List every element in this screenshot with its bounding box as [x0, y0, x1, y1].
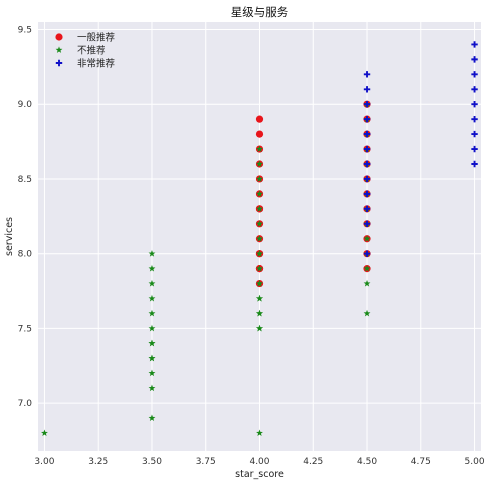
data-point [363, 130, 371, 138]
data-point [471, 115, 478, 123]
data-point [471, 145, 478, 153]
data-point [148, 339, 156, 347]
x-tick-label: 4.50 [357, 457, 377, 467]
data-point [256, 175, 263, 182]
data-point [148, 324, 156, 332]
data-point [363, 205, 371, 213]
legend-marker [55, 33, 63, 41]
data-point [256, 279, 263, 287]
y-tick-label: 7.0 [18, 399, 33, 409]
series-2 [363, 41, 478, 257]
data-point [471, 101, 478, 108]
data-point [471, 160, 478, 168]
y-tick-label: 9.0 [18, 100, 33, 110]
data-point [148, 354, 156, 362]
x-tick-label: 3.25 [88, 457, 108, 467]
data-point [363, 190, 371, 198]
data-point [148, 279, 156, 287]
data-point [256, 205, 263, 212]
data-point [148, 369, 156, 377]
data-point [363, 71, 371, 78]
data-point [363, 145, 371, 153]
legend-label: 不推荐 [77, 45, 106, 57]
data-point [255, 130, 264, 138]
x-tick-label: 3.00 [34, 457, 54, 467]
legend-marker [55, 46, 63, 53]
y-tick-label: 8.5 [18, 175, 32, 185]
data-point [256, 145, 263, 152]
legend-label: 一般推荐 [77, 32, 116, 44]
data-points [41, 41, 478, 436]
x-axis-label: star_score [235, 469, 284, 480]
data-point [41, 429, 48, 436]
data-point [363, 309, 371, 317]
tick-labels: 3.00 3.25 3.50 3.75 4.00 4.25 4.50 4.75 5.00 7.0 7… [18, 25, 485, 467]
data-point [256, 294, 263, 302]
x-tick-label: 3.75 [196, 457, 216, 467]
data-point [148, 414, 156, 422]
data-point [148, 250, 156, 257]
x-tick-label: 4.75 [411, 457, 431, 467]
data-point [256, 235, 263, 242]
data-point [148, 309, 156, 317]
y-axis-label: services [4, 217, 15, 256]
x-tick-label: 4.25 [303, 457, 323, 467]
data-point [471, 130, 478, 138]
y-tick-label: 9.5 [18, 25, 32, 35]
data-point [256, 220, 263, 227]
legend-marker [55, 59, 63, 67]
data-point [363, 175, 371, 183]
x-tick-label: 3.50 [142, 457, 162, 467]
data-point [256, 250, 263, 257]
data-point [148, 294, 156, 302]
data-point [256, 324, 263, 332]
data-point [471, 71, 478, 78]
data-point [363, 235, 371, 242]
x-tick-label: 5.00 [465, 457, 485, 467]
data-point [363, 86, 371, 93]
data-point [256, 160, 263, 167]
data-point [363, 220, 371, 227]
data-point [148, 265, 156, 272]
data-point [471, 56, 478, 63]
data-point [363, 265, 371, 272]
y-tick-label: 8.0 [18, 250, 33, 260]
data-point [363, 101, 371, 108]
data-point [256, 309, 263, 317]
data-point [471, 41, 478, 48]
data-point [148, 384, 156, 392]
chart-title: 星级与服务 [231, 5, 289, 19]
data-point [256, 429, 263, 436]
legend-label: 非常推荐 [77, 58, 116, 70]
data-point [256, 265, 263, 272]
data-point [363, 115, 371, 123]
y-tick-label: 7.5 [18, 324, 32, 334]
data-point [255, 115, 264, 123]
data-point [363, 160, 371, 168]
data-point [256, 190, 263, 197]
data-point [363, 279, 371, 287]
data-point [363, 250, 371, 257]
data-point [471, 86, 478, 93]
x-tick-label: 4.00 [249, 457, 269, 467]
